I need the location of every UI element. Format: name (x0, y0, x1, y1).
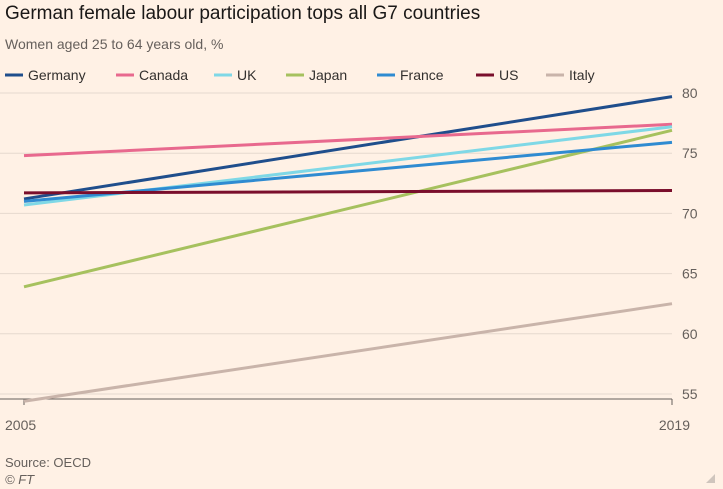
grid-lines (0, 92, 672, 395)
ft-credit: © FT (5, 472, 35, 487)
series-line-canada (23, 122, 673, 158)
y-tick-label-60: 60 (682, 326, 698, 342)
legend-label-france: France (400, 67, 444, 83)
x-tick-label-2005: 2005 (5, 417, 36, 433)
legend-label-us: US (499, 67, 518, 83)
legend-label-uk: UK (237, 67, 257, 83)
axes: 55 60 65 70 75 80 2005 2019 (0, 85, 698, 433)
y-tick-label-65: 65 (682, 266, 698, 282)
series-line-us (23, 189, 673, 195)
legend-label-japan: Japan (309, 67, 347, 83)
chart-subtitle: Women aged 25 to 64 years old, % (5, 36, 224, 52)
legend: Germany Canada UK Japan France US Italy (5, 67, 595, 83)
legend-label-germany: Germany (28, 67, 86, 83)
series-lines (23, 95, 673, 403)
y-tick-label-55: 55 (682, 386, 698, 402)
y-tick-label-75: 75 (682, 145, 698, 161)
resize-corner-icon (706, 474, 715, 483)
y-tick-label-80: 80 (682, 85, 698, 101)
series-line-germany (23, 95, 673, 201)
legend-label-italy: Italy (569, 67, 595, 83)
y-tick-label-70: 70 (682, 205, 698, 221)
chart-title: German female labour participation tops … (5, 3, 481, 24)
series-line-japan (23, 128, 673, 289)
legend-label-canada: Canada (139, 67, 188, 83)
source-note: Source: OECD (5, 455, 91, 470)
x-tick-label-2019: 2019 (659, 417, 690, 433)
series-line-italy (23, 302, 673, 403)
